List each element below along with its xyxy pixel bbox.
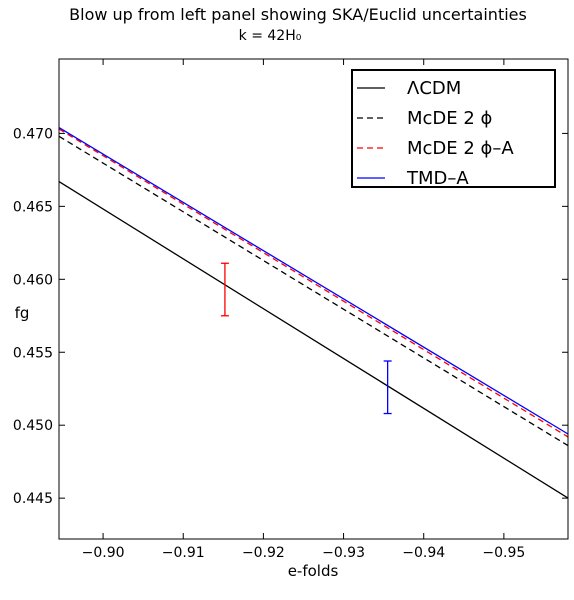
chart-title: Blow up from left panel showing SKA/Eucl… — [69, 5, 527, 24]
legend-item: TMD–A — [357, 168, 469, 189]
legend-label: McDE 2 ϕ — [407, 108, 492, 129]
y-tick-label: 0.450 — [13, 418, 53, 434]
x-tick-label: −0.93 — [322, 545, 365, 561]
legend-label: McDE 2 ϕ–A — [407, 138, 514, 159]
error-bar-0 — [220, 262, 229, 317]
series-line-0 — [58, 181, 569, 499]
legend: ΛCDM McDE 2 ϕ McDE 2 ϕ–A TMD–A — [351, 69, 556, 189]
legend-box — [351, 69, 556, 188]
axis-ticks: −0.90 −0.91 −0.92 −0.93 −0.94 −0.95 0.445 0.450… — [13, 59, 568, 561]
error-bar-1 — [383, 360, 392, 415]
chart-subtitle: k = 42H₀ — [239, 28, 302, 44]
x-tick-label: −0.90 — [82, 545, 125, 561]
x-tick-label: −0.94 — [402, 545, 445, 561]
legend-item: McDE 2 ϕ — [357, 108, 492, 129]
y-tick-label: 0.470 — [13, 126, 53, 142]
x-axis-label: e-folds — [288, 562, 339, 580]
x-tick-label: −0.95 — [482, 545, 525, 561]
y-tick-label: 0.455 — [13, 345, 53, 361]
y-tick-label: 0.465 — [13, 199, 53, 215]
y-tick-label: 0.460 — [13, 272, 53, 288]
y-tick-label: 0.445 — [13, 491, 53, 507]
legend-label: ΛCDM — [407, 78, 461, 99]
plot-frame — [58, 58, 569, 540]
legend-label: TMD–A — [406, 168, 469, 189]
legend-item: ΛCDM — [357, 78, 461, 99]
legend-item: McDE 2 ϕ–A — [357, 138, 514, 159]
series-line-2 — [58, 128, 569, 438]
x-tick-label: −0.92 — [242, 545, 285, 561]
series-line-3 — [58, 127, 569, 435]
plot-area — [58, 127, 569, 499]
y-axis-label: fg — [15, 304, 30, 322]
x-tick-label: −0.91 — [162, 545, 205, 561]
